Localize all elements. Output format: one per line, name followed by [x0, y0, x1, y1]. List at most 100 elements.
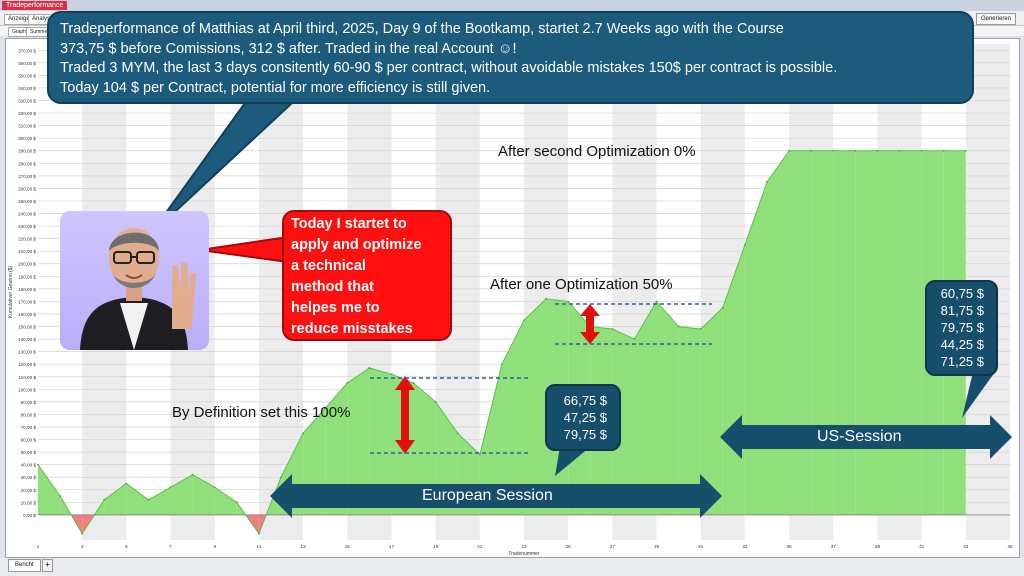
y-tick-label: 90,00 $ — [21, 400, 37, 405]
data-point — [655, 300, 658, 303]
x-tick-label: 27 — [610, 544, 616, 549]
profit-area-segment — [855, 150, 878, 515]
data-point — [788, 149, 790, 152]
profit-area-segment — [38, 464, 61, 515]
data-point — [390, 373, 393, 376]
callout-line: reduce misstakes — [291, 321, 413, 337]
data-point — [942, 149, 945, 152]
profit-area-segment — [192, 474, 215, 515]
summary-line: Today 104 $ per Contract, potential for … — [60, 79, 491, 96]
x-tick-label: 31 — [698, 544, 704, 549]
y-tick-label: 370,00 $ — [18, 48, 36, 53]
eu-values-text: 66,75 $ 47,25 $ 79,75 $ — [545, 392, 607, 443]
add-tab-button[interactable]: + — [42, 559, 53, 572]
callout-line: helpes me to — [291, 300, 380, 316]
tab-report[interactable]: Bericht — [8, 559, 41, 572]
us-session-label: US-Session — [817, 428, 902, 445]
data-point — [81, 532, 84, 535]
summary-line: Tradeperformance of Matthias at April th… — [60, 21, 784, 37]
avatar-illustration — [80, 228, 196, 350]
app-title-tab[interactable]: Tradeperformance — [2, 1, 68, 10]
x-tick-label: 5 — [125, 544, 128, 549]
profit-area-segment — [700, 307, 723, 515]
y-tick-label: 140,00 $ — [18, 337, 36, 342]
data-point — [302, 432, 304, 435]
profit-area-segment — [612, 329, 635, 515]
profit-area-segment — [767, 150, 790, 515]
data-point — [721, 306, 724, 309]
data-point — [103, 498, 106, 501]
x-tick-label: 33 — [742, 544, 748, 549]
data-point — [766, 181, 768, 184]
profit-area-segment — [303, 408, 326, 515]
profit-area-segment — [369, 367, 392, 515]
y-tick-label: 110,00 $ — [18, 375, 36, 380]
callout-line: method that — [291, 279, 374, 295]
callout-line: apply and optimize — [291, 237, 422, 253]
y-tick-label: 310,00 $ — [18, 124, 36, 129]
data-point — [854, 149, 857, 152]
summary-text: Tradeperformance of Matthias at April th… — [60, 20, 960, 98]
y-tick-label: 320,00 $ — [18, 111, 36, 116]
x-axis-label: Tradenummer — [508, 551, 540, 557]
y-tick-label: 150,00 $ — [18, 325, 36, 330]
data-point — [368, 367, 371, 369]
profit-area-segment — [170, 474, 193, 515]
x-tick-label: 43 — [963, 544, 969, 549]
summary-speech-bubble — [47, 11, 974, 104]
optimization-callout — [282, 210, 452, 341]
y-tick-label: 350,00 $ — [18, 73, 36, 78]
profit-area-segment — [126, 483, 149, 515]
data-point — [501, 363, 503, 366]
y-tick-label: 70,00 $ — [21, 425, 37, 430]
window-titlebar: Tradeperformance — [0, 0, 1024, 11]
data-point — [434, 400, 437, 403]
profit-area-segment — [877, 150, 900, 515]
data-point — [545, 298, 547, 300]
x-tick-label: 13 — [301, 544, 307, 549]
generate-button[interactable]: Generieren — [975, 13, 1016, 25]
x-tick-label: 7 — [169, 544, 172, 549]
data-point — [235, 501, 238, 504]
data-point — [125, 482, 128, 485]
bottom-tab-bar: Bericht + — [0, 558, 1024, 576]
eu-values-box — [545, 384, 621, 451]
profit-area-segment — [833, 150, 856, 515]
data-point — [523, 319, 525, 322]
y-tick-label: 0,00 $ — [23, 513, 36, 518]
profit-area-segment — [524, 298, 547, 515]
y-axis-label: Kumulativer Gewinn ($) — [8, 266, 14, 319]
x-tick-label: 3 — [81, 544, 84, 549]
y-tick-label: 30,00 $ — [21, 475, 37, 480]
data-point — [567, 300, 570, 303]
european-session-label: European Session — [422, 487, 553, 504]
x-tick-label: 1 — [37, 544, 40, 549]
y-tick-label: 360,00 $ — [18, 61, 36, 66]
avatar — [60, 211, 209, 350]
y-tick-label: 160,00 $ — [18, 312, 36, 317]
y-tick-label: 20,00 $ — [21, 488, 37, 493]
profit-area-segment — [634, 301, 657, 515]
y-tick-label: 120,00 $ — [18, 362, 36, 367]
data-point — [346, 382, 349, 384]
y-tick-label: 280,00 $ — [18, 161, 36, 166]
y-tick-label: 50,00 $ — [21, 450, 37, 455]
data-point — [280, 476, 282, 479]
data-point — [920, 149, 923, 152]
data-point — [169, 486, 172, 489]
summary-line: 373,75 $ before Comissions, 312 $ after.… — [60, 40, 517, 57]
data-point — [456, 432, 459, 435]
data-point — [611, 328, 614, 330]
data-point — [898, 149, 901, 152]
us-values-box — [925, 280, 998, 376]
x-tick-label: 21 — [477, 544, 483, 549]
data-point — [964, 149, 967, 152]
profit-area-segment — [899, 150, 922, 515]
data-point — [412, 382, 415, 384]
us-value: 44,25 $ — [940, 337, 984, 352]
data-point — [832, 149, 835, 152]
eu-value: 66,75 $ — [563, 393, 607, 408]
data-point — [744, 244, 746, 246]
x-tick-label: 17 — [389, 544, 395, 549]
y-tick-label: 290,00 $ — [18, 149, 36, 154]
